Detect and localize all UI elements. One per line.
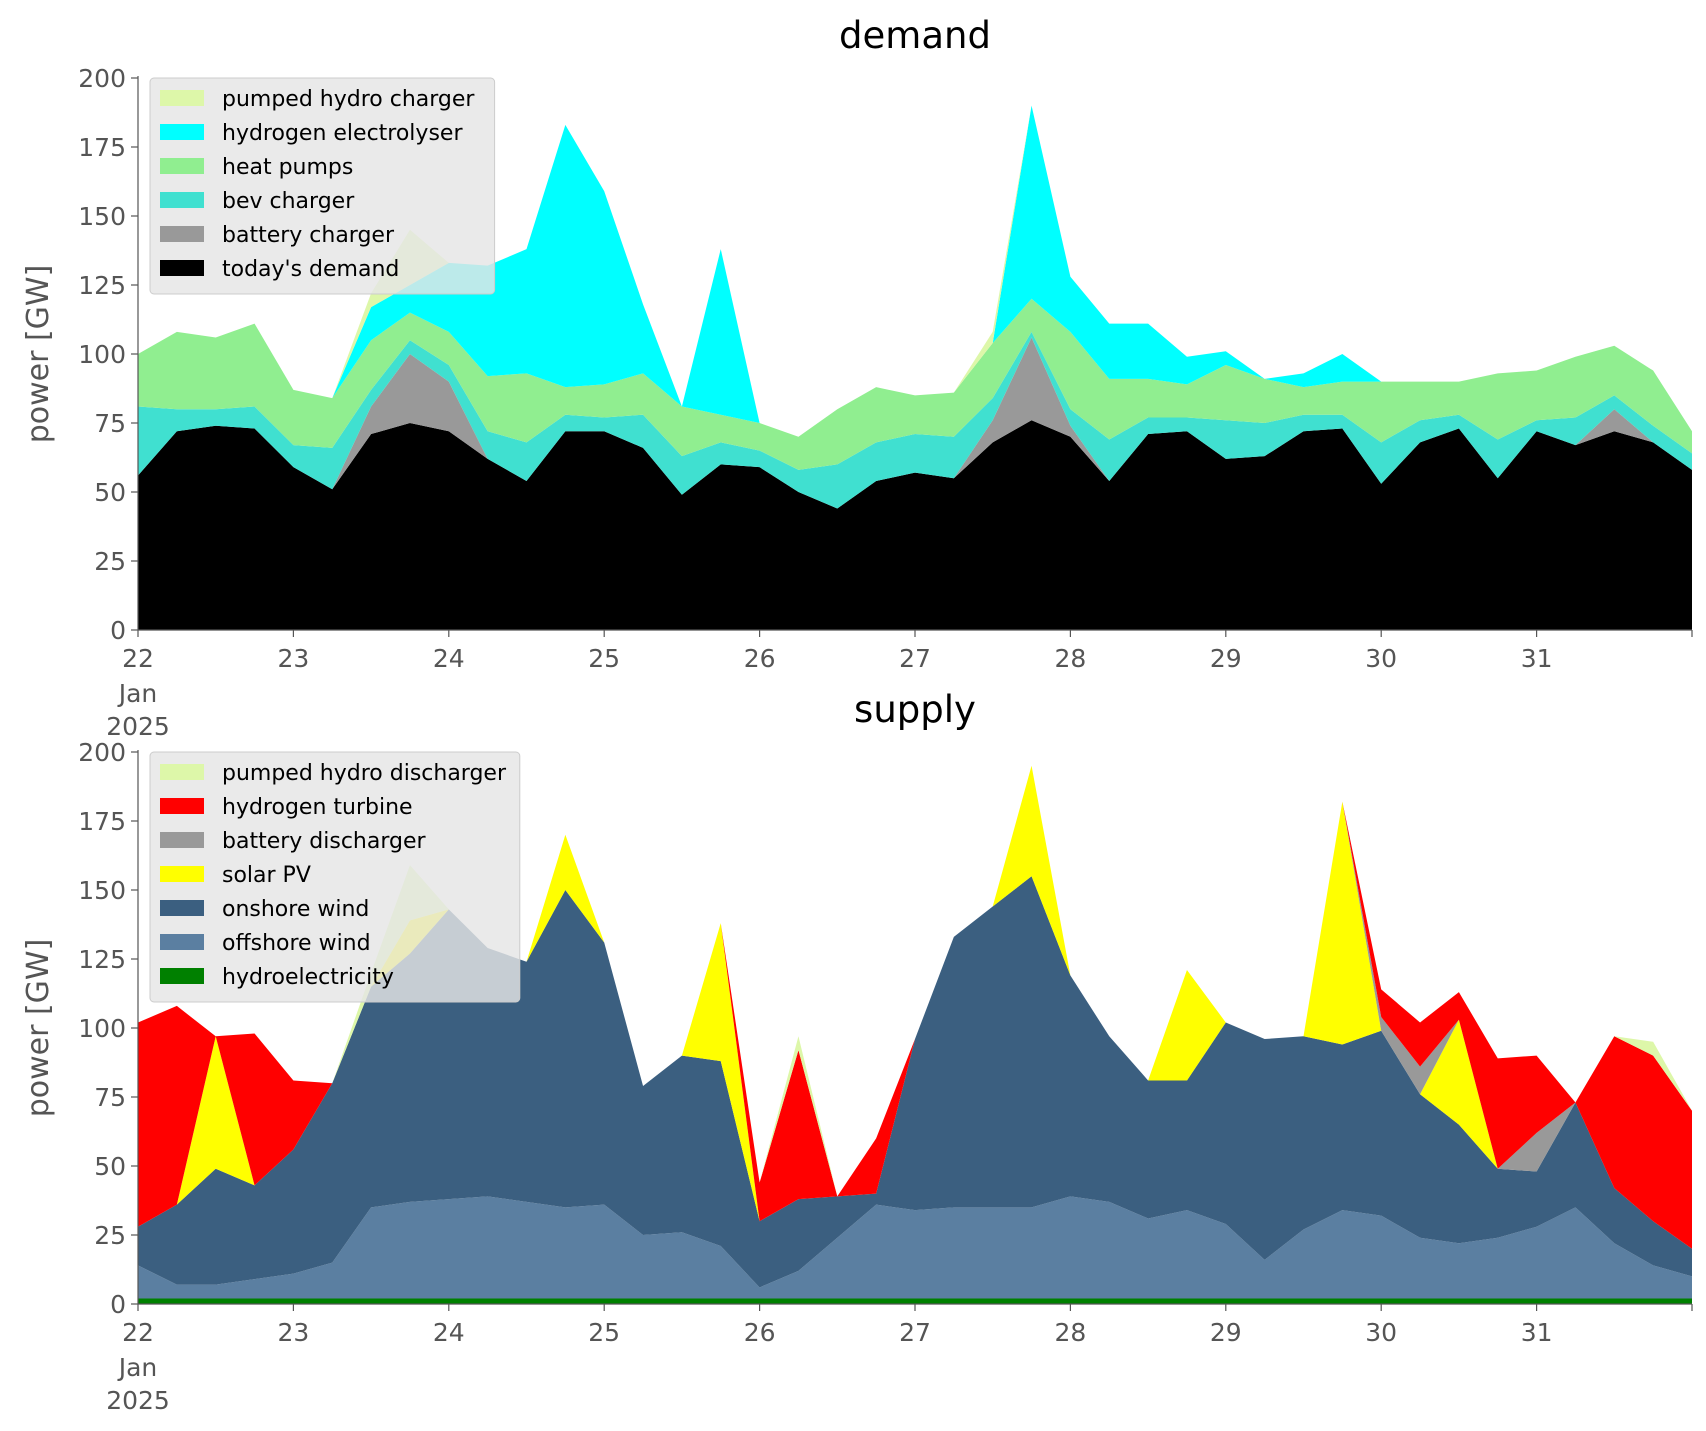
y-tick-label: 175	[78, 807, 126, 836]
x-tick-sublabel: Jan	[117, 679, 158, 708]
legend-swatch	[160, 832, 204, 848]
area-today-s-demand	[138, 420, 1692, 630]
y-tick-label: 150	[78, 202, 126, 231]
x-tick-label: 30	[1365, 1318, 1397, 1347]
x-tick-label: 28	[1054, 644, 1086, 673]
x-tick-label: 25	[588, 644, 620, 673]
area-hydrogen-electrolyser	[138, 105, 1692, 437]
y-tick-label: 100	[78, 1014, 126, 1043]
y-tick-label: 200	[78, 64, 126, 93]
y-tick-label: 0	[110, 1290, 126, 1319]
legend-label: battery discharger	[222, 829, 427, 854]
legend-label: pumped hydro discharger	[222, 761, 507, 786]
x-tick-label: 24	[433, 1318, 465, 1347]
legend-swatch	[160, 124, 204, 140]
y-tick-label: 125	[78, 945, 126, 974]
area-bev-charger	[138, 331, 1692, 509]
x-tick-label: 25	[588, 1318, 620, 1347]
chart-panel-demand: demand 0 25 50 75 100 125 150 175 200 power [GW] 22…	[21, 14, 1693, 741]
x-tick-label: 31	[1521, 1318, 1553, 1347]
chart-title: demand	[839, 14, 991, 57]
y-tick-label: 100	[78, 340, 126, 369]
area-heat-pumps	[138, 298, 1692, 470]
area-battery-charger	[138, 337, 1692, 509]
x-tick-sublabel: Jan	[117, 1353, 158, 1382]
x-tick-label: 27	[899, 1318, 931, 1347]
legend-label: battery charger	[222, 223, 395, 248]
y-axis-label: power [GW]	[21, 265, 56, 444]
legend-swatch	[160, 226, 204, 242]
chart-title: supply	[854, 688, 976, 731]
x-tick-label: 26	[744, 1318, 776, 1347]
x-tick-label: 29	[1210, 1318, 1242, 1347]
x-tick-label: 28	[1054, 1318, 1086, 1347]
legend-swatch	[160, 866, 204, 882]
area-hydrogen-turbine	[138, 765, 1692, 1249]
legend-box	[149, 751, 521, 1003]
x-tick-sublabel: 2025	[106, 1386, 170, 1415]
legend-label: solar PV	[222, 863, 311, 888]
y-tick-label: 25	[94, 547, 126, 576]
legend-swatch	[160, 192, 204, 208]
legend-label: today's demand	[222, 257, 399, 282]
legend-swatch	[160, 158, 204, 174]
x-tick-label: 24	[433, 644, 465, 673]
legend-swatch	[160, 260, 204, 276]
x-tick-label: 31	[1521, 644, 1553, 673]
legend-label: offshore wind	[222, 931, 371, 956]
legend-swatch	[160, 764, 204, 780]
legend-swatch	[160, 798, 204, 814]
y-tick-label: 200	[78, 738, 126, 767]
legend-label: hydrogen turbine	[222, 795, 413, 820]
legend-swatch	[160, 900, 204, 916]
legend: pumped hydro discharger hydrogen turbine b…	[149, 751, 521, 1003]
x-tick-label: 22	[122, 1318, 154, 1347]
x-tick-label: 26	[744, 644, 776, 673]
area-onshore-wind	[138, 876, 1692, 1288]
legend-label: hydroelectricity	[222, 965, 394, 990]
y-tick-label: 175	[78, 133, 126, 162]
y-tick-label: 125	[78, 271, 126, 300]
x-tick-label: 22	[122, 644, 154, 673]
y-tick-label: 75	[94, 409, 126, 438]
x-tick-label: 27	[899, 644, 931, 673]
x-tick-label: 23	[277, 644, 309, 673]
x-tick-sublabel: 2025	[106, 712, 170, 741]
area-hydroelectricity	[138, 1298, 1692, 1304]
legend-swatch	[160, 90, 204, 106]
area-offshore-wind	[138, 1196, 1692, 1299]
y-tick-label: 50	[94, 478, 126, 507]
x-tick-label: 29	[1210, 644, 1242, 673]
legend-swatch	[160, 968, 204, 984]
legend-label: hydrogen electrolyser	[222, 121, 463, 146]
legend-swatch	[160, 934, 204, 950]
legend-label: heat pumps	[222, 155, 353, 180]
legend-box	[149, 77, 496, 295]
y-tick-label: 0	[110, 616, 126, 645]
legend: pumped hydro charger hydrogen electrolyse…	[149, 77, 496, 295]
x-tick-label: 30	[1365, 644, 1397, 673]
legend-label: pumped hydro charger	[222, 87, 475, 112]
y-tick-label: 150	[78, 876, 126, 905]
y-tick-label: 50	[94, 1152, 126, 1181]
y-tick-label: 25	[94, 1221, 126, 1250]
chart-panel-supply: supply 0 25 50 75 100 125 150 175 200 power [GW] 22…	[21, 688, 1693, 1415]
legend-label: onshore wind	[222, 897, 369, 922]
x-tick-label: 23	[277, 1318, 309, 1347]
y-axis-label: power [GW]	[21, 939, 56, 1118]
legend-label: bev charger	[222, 189, 355, 214]
y-tick-label: 75	[94, 1083, 126, 1112]
